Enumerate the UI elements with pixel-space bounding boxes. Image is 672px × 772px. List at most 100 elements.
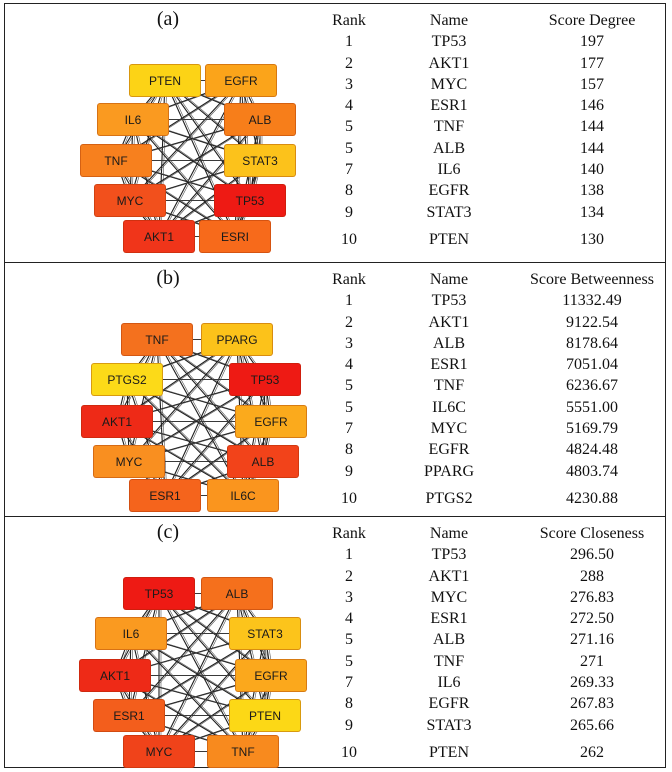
table-row: 3 MYC 276.83 [327,587,665,608]
network-node: PTEN [229,699,301,732]
rank-cell: 1 [345,33,353,51]
score-cell: 276.83 [570,588,614,606]
network-node: MYC [94,184,166,217]
network-node: PTEN [129,64,201,97]
edge [242,80,253,201]
name-cell: TP53 [431,546,467,564]
score-cell: 138 [580,182,604,200]
table-row: 7 IL6 269.33 [327,672,665,693]
network-node: TNF [80,144,152,177]
rank-cell: 7 [345,674,353,692]
edge [128,593,160,716]
rank-cell: 2 [345,567,353,585]
table-row: 1 TP53 197 [327,31,665,52]
edge [134,119,162,237]
score-cell: 11332.49 [562,292,622,310]
table-row: 1 TP53 296.50 [327,544,665,565]
name-cell: AKT1 [428,54,470,72]
edge [236,339,264,462]
rank-cell: 9 [345,462,353,480]
score-cell: 134 [580,203,604,221]
score-cell: 130 [580,230,604,248]
panel-label: (a) [156,8,180,30]
network-node: TP53 [214,184,286,217]
name-cell: MYC [430,75,468,93]
name-cell: IL6C [432,398,466,416]
column-header: Rank [332,525,366,542]
network-node: ALB [224,103,296,136]
score-cell: 5169.79 [566,420,618,438]
network-node: ESR1 [129,479,201,512]
rank-cell: 4 [345,97,353,115]
rank-cell: 9 [345,716,353,734]
rank-cell: 5 [345,631,353,649]
score-cell: 4230.88 [566,489,618,507]
edge [128,593,238,716]
table-row: 10 PTGS2 4230.88 [327,488,665,509]
table-header-row: Rank Name Score Closeness [327,523,665,544]
score-cell: 296.50 [570,546,614,564]
network-node: STAT3 [224,144,296,177]
ranking-table: Rank Name Score Degree 1 TP53 197 2 AKT1 177 3 MYC… [327,10,665,250]
name-cell: TP53 [431,292,467,310]
name-cell: EGFR [428,441,470,459]
table-row: 9 STAT3 265.66 [327,715,665,736]
edge [234,119,261,237]
name-cell: PPARG [423,462,475,480]
column-header: Score Betweenness [530,271,654,288]
network-node: ESR1 [93,699,165,732]
panel-label: (b) [156,267,180,289]
rank-cell: 5 [345,652,353,670]
table-row: 2 AKT1 9122.54 [327,312,665,333]
edge [158,593,238,752]
rank-cell: 10 [341,743,357,761]
score-cell: 288 [580,567,604,585]
network-graph: TNF PPARG TP53 EGFR ALB IL6C ESR1 MYC AKT1 PTGS2 [5,263,335,515]
score-cell: 4803.74 [566,462,618,480]
column-header: Rank [332,271,366,288]
name-cell: AKT1 [428,567,470,585]
rank-cell: 8 [345,695,353,713]
score-cell: 267.83 [570,695,614,713]
edge [158,119,261,237]
name-cell: TNF [433,377,465,395]
table-row: 5 TNF 6236.67 [327,375,665,396]
network-node: EGFR [235,405,307,438]
network-node: TNF [207,735,279,768]
network-node: MYC [123,735,195,768]
table-row: 10 PTEN 130 [327,229,665,250]
name-cell: PTEN [429,743,469,761]
name-cell: ESR1 [430,97,468,115]
network-node: ESRI [199,220,271,253]
name-cell: TP53 [431,33,467,51]
table-row: 2 AKT1 288 [327,566,665,587]
network-node: MYC [93,445,165,478]
rank-cell: 9 [345,203,353,221]
table-row: 5 ALB 271.16 [327,629,665,650]
rank-cell: 3 [345,334,353,352]
name-cell: IL6 [437,674,461,692]
edge [132,119,236,237]
rank-cell: 3 [345,75,353,93]
table-row: 4 ESR1 7051.04 [327,354,665,375]
edge [160,593,268,716]
edge [134,119,238,237]
network-node: IL6 [95,617,167,650]
rank-cell: 7 [345,420,353,438]
column-header: Rank [332,12,366,29]
column-header: Score Closeness [539,525,645,542]
rank-cell: 5 [345,398,353,416]
rank-cell: 10 [341,230,357,248]
network-node: IL6C [207,479,279,512]
table-row: 4 ESR1 272.50 [327,608,665,629]
table-row: 7 IL6 140 [327,159,665,180]
network-node: TP53 [229,363,301,396]
name-cell: IL6 [437,161,461,179]
edge [238,339,266,462]
network-node: EGFR [235,659,307,692]
network-node: AKT1 [81,405,153,438]
score-cell: 146 [580,97,604,115]
edge [132,119,160,237]
score-cell: 271 [580,652,604,670]
edge [158,339,266,462]
